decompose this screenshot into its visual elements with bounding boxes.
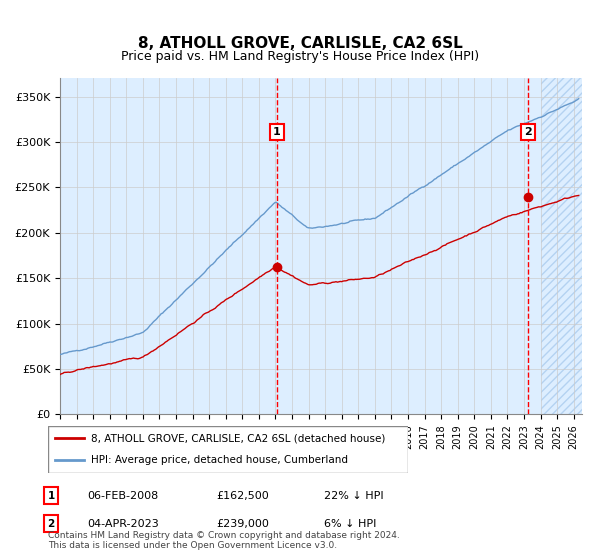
Text: 1: 1: [47, 491, 55, 501]
Text: HPI: Average price, detached house, Cumberland: HPI: Average price, detached house, Cumb…: [91, 455, 348, 465]
Bar: [541, 78, 582, 414]
Text: 2: 2: [524, 127, 532, 137]
Text: 22% ↓ HPI: 22% ↓ HPI: [324, 491, 383, 501]
Text: 04-APR-2023: 04-APR-2023: [87, 519, 159, 529]
FancyBboxPatch shape: [48, 426, 408, 473]
Text: 8, ATHOLL GROVE, CARLISLE, CA2 6SL (detached house): 8, ATHOLL GROVE, CARLISLE, CA2 6SL (deta…: [91, 433, 386, 444]
Text: 6% ↓ HPI: 6% ↓ HPI: [324, 519, 376, 529]
Text: 8, ATHOLL GROVE, CARLISLE, CA2 6SL: 8, ATHOLL GROVE, CARLISLE, CA2 6SL: [137, 36, 463, 52]
Text: Price paid vs. HM Land Registry's House Price Index (HPI): Price paid vs. HM Land Registry's House …: [121, 50, 479, 63]
Text: 1: 1: [273, 127, 281, 137]
Text: £162,500: £162,500: [216, 491, 269, 501]
Text: 2: 2: [47, 519, 55, 529]
Text: 06-FEB-2008: 06-FEB-2008: [87, 491, 158, 501]
Text: Contains HM Land Registry data © Crown copyright and database right 2024.
This d: Contains HM Land Registry data © Crown c…: [48, 530, 400, 550]
Text: £239,000: £239,000: [216, 519, 269, 529]
